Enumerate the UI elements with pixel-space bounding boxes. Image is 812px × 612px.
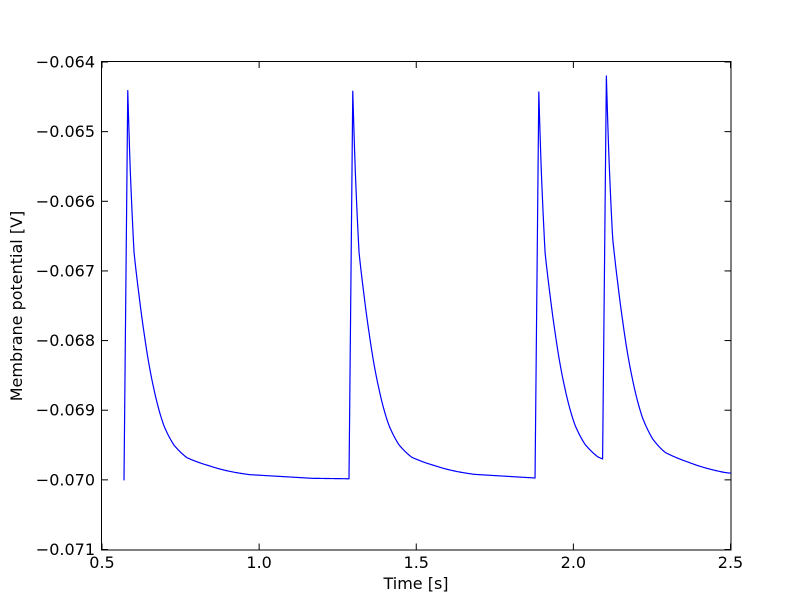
y-tick-label: −0.064 xyxy=(36,53,95,72)
membrane-potential-trace xyxy=(123,75,732,481)
y-tick-label: −0.066 xyxy=(36,192,95,211)
y-tick-label: −0.069 xyxy=(36,401,95,420)
y-tick-label: −0.065 xyxy=(36,122,95,141)
x-tick-label: 1.0 xyxy=(246,553,271,572)
plot-frame xyxy=(101,61,732,551)
x-tick-label: 1.5 xyxy=(404,553,429,572)
y-axis-label: Membrane potential [V] xyxy=(7,211,26,402)
y-tick-label: −0.067 xyxy=(36,261,95,280)
y-tick-label: −0.070 xyxy=(36,470,95,489)
x-tick-label: 2.5 xyxy=(718,553,743,572)
y-tick-label: −0.071 xyxy=(36,540,95,559)
y-tick-label: −0.068 xyxy=(36,331,95,350)
x-tick-label: 0.5 xyxy=(89,553,114,572)
plot-area: 0.5 1.0 1.5 2.0 2.5 −0.064 −0.065 −0.066 −0.067 −… xyxy=(36,53,743,573)
x-axis-label: Time [s] xyxy=(382,574,448,593)
x-tick-label: 2.0 xyxy=(561,553,586,572)
